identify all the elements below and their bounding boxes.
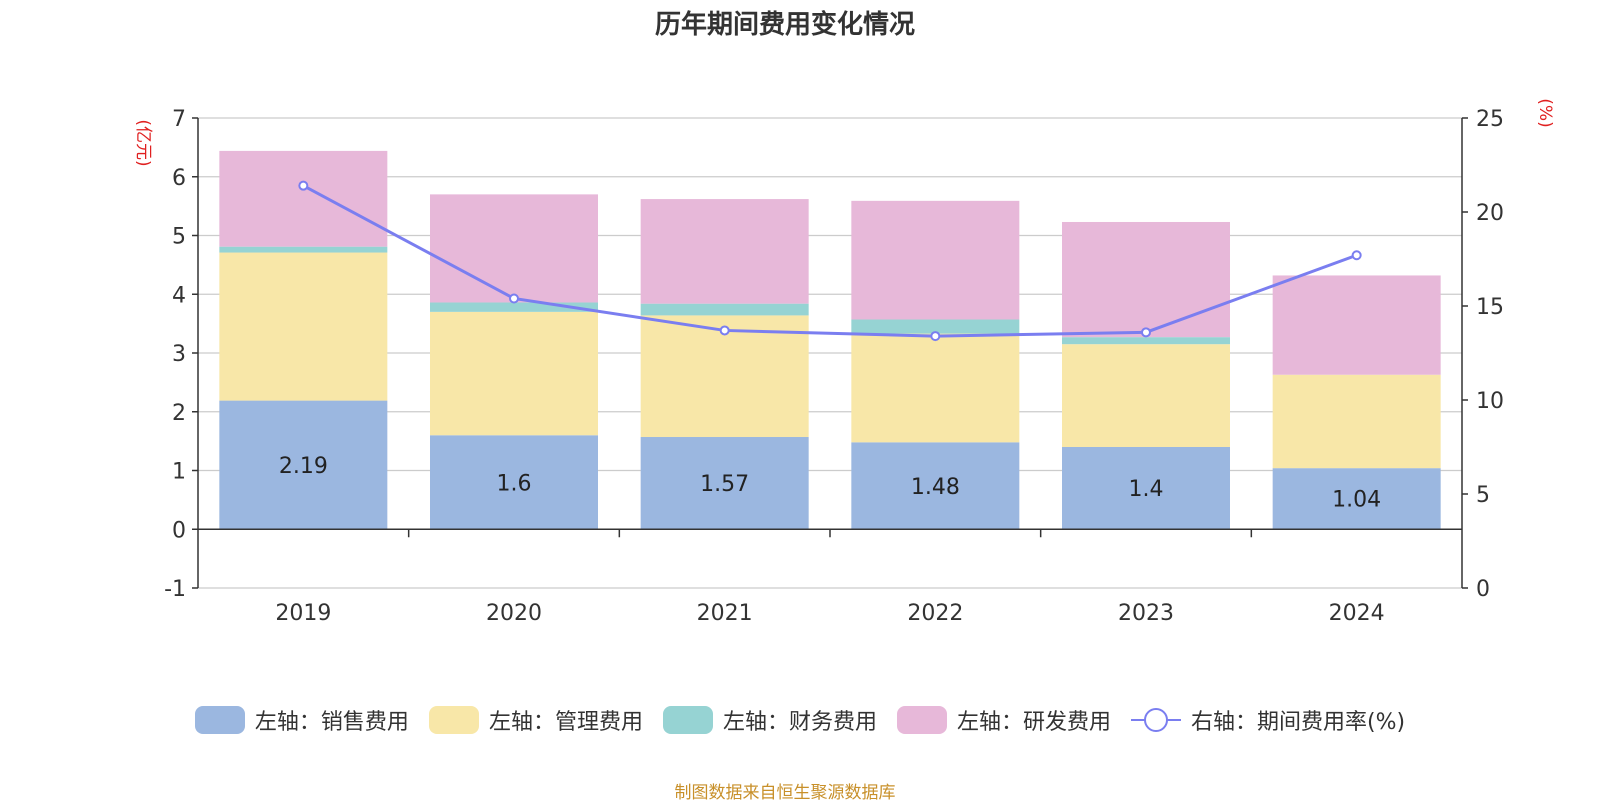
left-tick-label: 2	[172, 401, 186, 426]
bar-segment-2	[640, 315, 809, 438]
data-label: 1.4	[1129, 477, 1164, 502]
legend-label: 右轴：期间费用率(%)	[1190, 710, 1406, 735]
legend-swatch	[896, 706, 947, 734]
bar-segment-3	[219, 246, 388, 253]
left-tick-label: 3	[172, 342, 186, 367]
legend-item[interactable]: 左轴：管理费用	[428, 704, 643, 736]
bar-segment-4	[640, 199, 809, 304]
data-label: 1.04	[1332, 488, 1381, 513]
legend-swatch	[194, 706, 245, 734]
bar-segment-3	[430, 302, 598, 312]
bar-segment-2	[1272, 374, 1441, 469]
bar-segment-1	[1272, 468, 1441, 530]
right-tick-label: 25	[1476, 107, 1504, 132]
left-tick-label: -1	[164, 577, 186, 602]
x-tick-label: 2021	[697, 601, 753, 626]
left-tick-label: 4	[172, 283, 186, 308]
bar-segment-3	[1062, 337, 1230, 345]
data-label: 1.6	[497, 471, 532, 496]
legend-item[interactable]: 右轴：期间费用率(%)	[1130, 704, 1406, 736]
right-tick-label: 20	[1476, 201, 1504, 226]
left-tick-label: 7	[172, 107, 186, 132]
bar-segment-3	[640, 303, 809, 316]
x-tick-label: 2019	[275, 601, 331, 626]
bar-segment-4	[430, 194, 598, 303]
bar-segment-4	[1062, 221, 1230, 338]
bar-segment-4	[851, 200, 1020, 320]
legend-item[interactable]: 左轴：研发费用	[896, 704, 1111, 736]
x-tick-label: 2022	[907, 601, 963, 626]
bar-segment-1	[219, 400, 388, 530]
legend-item[interactable]: 左轴：销售费用	[194, 704, 409, 736]
legend-label: 左轴：研发费用	[956, 710, 1111, 735]
rate-point	[719, 325, 730, 336]
bar-segment-2	[430, 311, 598, 436]
bar-segment-2	[851, 333, 1020, 443]
rate-point	[930, 331, 941, 342]
rate-point	[1351, 250, 1362, 261]
legend-label: 左轴：销售费用	[254, 710, 409, 735]
legend-label: 左轴：管理费用	[488, 710, 643, 735]
bar-segment-1	[430, 435, 598, 530]
rate-point	[509, 293, 519, 304]
data-label: 1.57	[700, 472, 749, 497]
source-note: 制图数据来自恒生聚源数据库	[674, 783, 896, 803]
rate-point	[298, 180, 309, 191]
bar-segment-2	[1062, 344, 1230, 447]
bar-segment-4	[1272, 275, 1441, 375]
right-tick-label: 15	[1476, 295, 1504, 320]
left-tick-label: 1	[172, 460, 186, 485]
left-axis-unit: (亿元)	[133, 119, 153, 166]
data-label: 2.19	[279, 454, 328, 479]
rate-line	[302, 184, 1358, 338]
x-tick-label: 2024	[1329, 601, 1385, 626]
x-tick-label: 2020	[486, 601, 542, 626]
right-tick-label: 5	[1476, 483, 1490, 508]
bar-segment-2	[219, 252, 388, 401]
legend-label: 左轴：财务费用	[722, 710, 877, 735]
bar-segment-1	[640, 437, 809, 530]
legend-swatch	[1130, 706, 1181, 734]
bar-segment-4	[219, 150, 388, 247]
legend: 左轴：销售费用 左轴：管理费用 左轴：财务费用 左轴：研发费用 右轴：期间费用率(%)	[0, 700, 1600, 740]
left-tick-label: 5	[172, 225, 186, 250]
bar-segment-1	[851, 442, 1020, 530]
bar-segment-3	[851, 319, 1020, 334]
bar-segment-1	[1062, 447, 1230, 530]
chart-plot: 2.19 1.6 1.57 1.48 1.4 1.04 -1 0 1 2 3 4 5 6 7 0 5 10 15 20…	[133, 98, 1555, 626]
data-label: 1.48	[911, 475, 960, 500]
x-tick-label: 2023	[1118, 601, 1174, 626]
legend-swatch	[428, 706, 479, 734]
right-tick-label: 0	[1476, 577, 1490, 602]
rate-point	[1141, 327, 1151, 338]
left-tick-label: 0	[172, 518, 186, 543]
legend-item[interactable]: 左轴：财务费用	[662, 704, 877, 736]
left-tick-label: 6	[172, 166, 186, 191]
right-axis-unit: (%)	[1535, 98, 1555, 127]
right-tick-label: 10	[1476, 389, 1504, 414]
chart-title: 历年期间费用变化情况	[654, 10, 915, 40]
legend-swatch	[662, 706, 713, 734]
